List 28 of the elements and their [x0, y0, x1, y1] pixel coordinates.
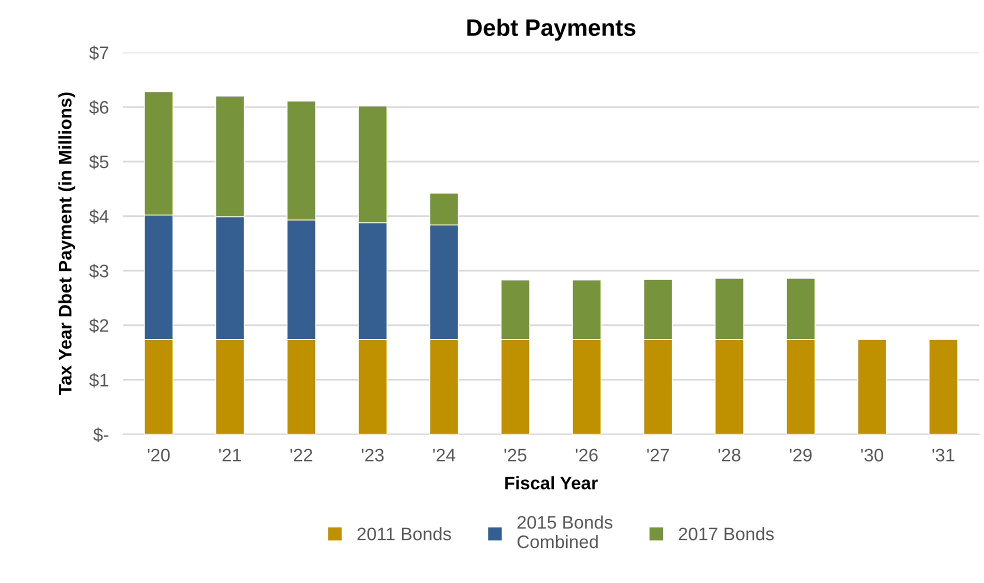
legend-label: 2015 Bonds Combined [518, 516, 612, 548]
bar [857, 338, 887, 434]
x-tick-label: '30 [861, 448, 884, 462]
x-tick-label: '20 [148, 448, 170, 462]
x-tick-label: '24 [433, 448, 456, 462]
x-tick-label: '31 [932, 448, 954, 462]
x-tick-label: '27 [647, 448, 669, 462]
y-tick-label: $4 [89, 209, 109, 224]
y-tick-label: $3 [89, 264, 108, 278]
y-tick-label: $- [93, 428, 108, 442]
y-tick-label: $7 [89, 46, 108, 60]
y-tick-label: $1 [89, 372, 108, 388]
x-tick-label: '26 [576, 448, 598, 462]
bar [928, 338, 958, 434]
x-tick-label: '28 [718, 448, 740, 462]
y-tick-label: $6 [89, 100, 108, 115]
y-tick-label: $2 [89, 318, 108, 334]
x-tick-label: '25 [504, 448, 526, 462]
legend-label: 2011 Bonds [358, 527, 451, 540]
x-tick-label: '29 [790, 448, 812, 462]
chart-title: Debt Payments [467, 18, 636, 41]
x-tick-label: '22 [290, 448, 312, 462]
x-axis-title: Fiscal Year [505, 476, 598, 490]
x-tick-label: '21 [219, 448, 241, 462]
y-axis-title: Tax Year Dbet Payment (in Millions) [58, 92, 76, 395]
y-tick-label: $5 [89, 154, 108, 170]
x-tick-label: '23 [362, 448, 384, 462]
legend-label: 2017 Bonds [678, 527, 774, 540]
